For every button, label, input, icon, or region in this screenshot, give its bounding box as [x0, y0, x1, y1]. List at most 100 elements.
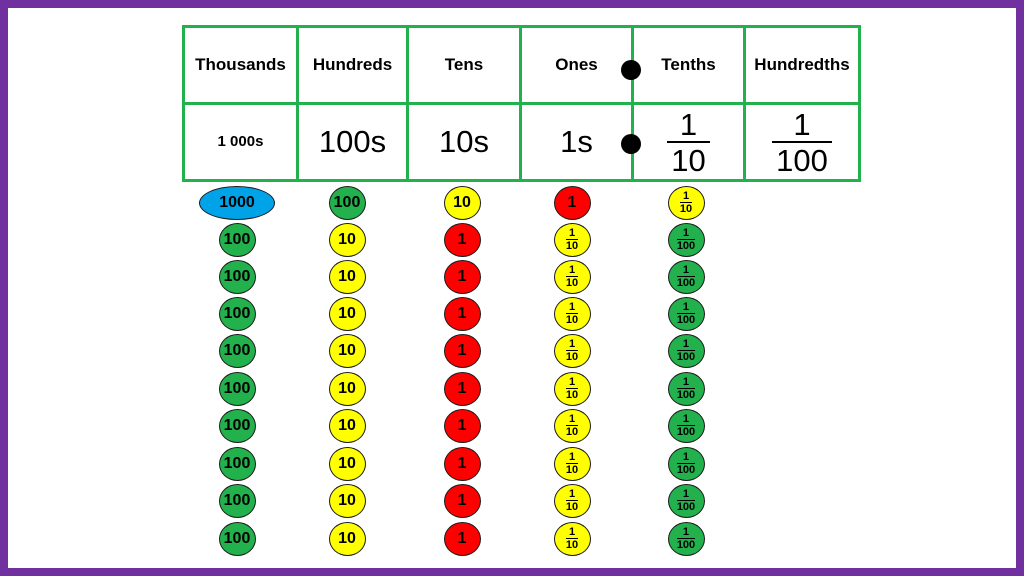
counter-numerator: 1 — [568, 413, 576, 425]
counter-hundreds: 10 — [328, 372, 366, 406]
counter-fraction: 1 100 — [676, 488, 696, 513]
counter-label: 10 — [338, 492, 356, 509]
counter-denominator: 10 — [565, 425, 579, 438]
counter-tenths: 1 100 — [667, 334, 705, 368]
counter-label: 10 — [338, 417, 356, 434]
counter-ones: 1 10 — [553, 484, 591, 518]
counter-denominator: 100 — [676, 425, 696, 438]
place-value-table: Thousands Hundreds Tens Ones Tenths Hund… — [182, 25, 861, 182]
counter-fraction: 1 100 — [676, 339, 696, 363]
counter-fraction: 1 10 — [679, 190, 693, 215]
counter-hundreds: 10 — [328, 409, 366, 443]
counter-fraction: 1 100 — [676, 527, 696, 551]
counter-numerator: 1 — [568, 376, 576, 388]
counter-tens: 1 — [443, 334, 481, 368]
counter-fraction: 1 10 — [565, 376, 579, 401]
counter-tens: 10 — [443, 186, 481, 220]
counter-hundreds: 100 — [328, 186, 366, 220]
counter-label: 10 — [338, 530, 356, 547]
counter-thousands: 100 — [218, 484, 256, 518]
counter-denominator: 10 — [565, 500, 579, 513]
counter-denominator: 10 — [679, 202, 693, 215]
counter-ones: 1 10 — [553, 409, 591, 443]
counter-tenths: 1 100 — [667, 297, 705, 331]
counter-ones: 1 10 — [553, 260, 591, 294]
counter-label: 1 — [457, 380, 467, 397]
counter-numerator: 1 — [682, 488, 690, 500]
counter-tenths: 1 10 — [667, 186, 705, 220]
counter-hundreds: 10 — [328, 447, 366, 481]
counter-thousands: 100 — [218, 522, 256, 556]
counter-numerator: 1 — [682, 376, 690, 388]
counter-label: 100 — [333, 194, 361, 211]
counter-label: 1 — [457, 417, 467, 434]
counter-tenths: 1 100 — [667, 447, 705, 481]
counter-numerator: 1 — [682, 451, 690, 463]
counter-fraction: 1 10 — [565, 265, 579, 289]
counter-denominator: 100 — [676, 388, 696, 401]
counter-thousands: 100 — [218, 372, 256, 406]
counter-label: 1 — [457, 231, 467, 248]
counter-denominator: 100 — [676, 313, 696, 326]
counter-label: 1 — [457, 455, 467, 472]
header-tens: Tens — [406, 25, 522, 105]
counter-thousands: 1000 — [199, 186, 275, 220]
counter-label: 1 — [457, 305, 467, 322]
header-hundreds: Hundreds — [296, 25, 409, 105]
counter-label: 100 — [223, 268, 251, 285]
counter-thousands: 100 — [218, 334, 256, 368]
counter-numerator: 1 — [682, 227, 690, 239]
fraction-tenths: 1 10 — [667, 109, 710, 176]
counter-thousands: 100 — [218, 223, 256, 257]
counter-label: 10 — [338, 305, 356, 322]
counter-tenths: 1 100 — [667, 484, 705, 518]
counter-fraction: 1 10 — [565, 451, 579, 476]
counter-label: 100 — [223, 455, 251, 472]
value-tens: 10s — [406, 102, 522, 182]
counter-label: 1000 — [219, 194, 255, 211]
counter-ones: 1 10 — [553, 522, 591, 556]
counter-fraction: 1 10 — [565, 228, 579, 252]
counter-label: 1 — [457, 342, 467, 359]
header-thousands: Thousands — [182, 25, 299, 105]
counter-ones: 1 10 — [553, 447, 591, 481]
counter-hundreds: 10 — [328, 223, 366, 257]
counter-fraction: 1 100 — [676, 302, 696, 326]
counter-numerator: 1 — [682, 413, 690, 425]
counter-numerator: 1 — [682, 264, 690, 276]
counter-denominator: 10 — [565, 313, 579, 326]
counter-label: 10 — [453, 194, 471, 211]
counter-fraction: 1 100 — [676, 451, 696, 476]
value-ones-text: 1s — [560, 124, 593, 159]
fraction-denominator: 100 — [772, 140, 832, 176]
counter-denominator: 100 — [676, 239, 696, 252]
counter-fraction: 1 10 — [565, 413, 579, 438]
fraction-numerator: 1 — [793, 106, 811, 142]
counter-numerator: 1 — [568, 451, 576, 463]
value-hundreds-text: 100s — [318, 124, 387, 159]
counter-denominator: 100 — [676, 276, 696, 289]
counter-label: 100 — [223, 380, 251, 397]
counter-label: 100 — [223, 231, 251, 248]
counter-fraction: 1 100 — [676, 376, 696, 401]
counter-hundreds: 10 — [328, 522, 366, 556]
counter-fraction: 1 10 — [565, 339, 579, 363]
counter-numerator: 1 — [568, 488, 576, 500]
counter-numerator: 1 — [682, 190, 690, 202]
counter-tenths: 1 100 — [667, 409, 705, 443]
counter-thousands: 100 — [218, 260, 256, 294]
decimal-point-dot — [621, 134, 641, 154]
counter-label: 1 — [457, 530, 467, 547]
counter-numerator: 1 — [568, 301, 576, 313]
counter-denominator: 10 — [565, 538, 579, 551]
value-tens-text: 10s — [439, 124, 489, 159]
header-hundredths: Hundredths — [743, 25, 861, 105]
counter-ones: 1 10 — [553, 297, 591, 331]
counter-denominator: 10 — [565, 276, 579, 289]
counter-label: 1 — [457, 268, 467, 285]
counter-tenths: 1 100 — [667, 372, 705, 406]
counter-tens: 1 — [443, 297, 481, 331]
counter-tens: 1 — [443, 372, 481, 406]
counter-label: 100 — [223, 305, 251, 322]
